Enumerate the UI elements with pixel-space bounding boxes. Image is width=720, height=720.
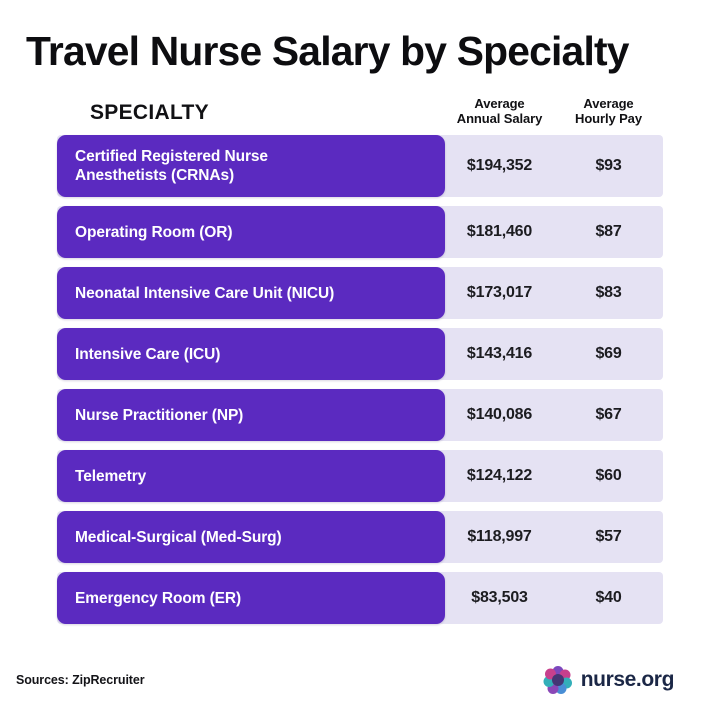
hourly-pay-cell: $60 xyxy=(595,467,622,485)
page-title: Travel Nurse Salary by Specialty xyxy=(26,28,629,74)
annual-salary-cell: $194,352 xyxy=(466,157,533,175)
specialty-pill: Medical-Surgical (Med-Surg) xyxy=(57,511,445,564)
table-row: Operating Room (OR) $181,460 $87 xyxy=(57,206,663,259)
table-row: Telemetry $124,122 $60 xyxy=(57,450,663,503)
annual-salary-cell: $140,086 xyxy=(466,406,533,424)
column-header-hourly-pay: Average Hourly Pay xyxy=(554,97,663,127)
annual-salary-cell: $118,997 xyxy=(467,528,532,546)
column-header-hourly-pay-line1: Average xyxy=(583,96,634,112)
table-body: Certified Registered Nurse Anesthetists (… xyxy=(0,135,720,625)
annual-salary-cell: $181,460 xyxy=(466,223,533,241)
specialty-label: Intensive Care (ICU) xyxy=(75,345,220,365)
specialty-pill: Nurse Practitioner (NP) xyxy=(57,389,445,442)
specialty-label: Emergency Room (ER) xyxy=(75,589,241,609)
specialty-label-line1: Operating Room (OR) xyxy=(75,223,233,241)
table-row: Intensive Care (ICU) $143,416 $69 xyxy=(57,328,663,381)
title-container: Travel Nurse Salary by Specialty xyxy=(0,0,720,73)
footer: Sources: ZipRecruiter nurse.org xyxy=(0,658,720,720)
specialty-pill: Emergency Room (ER) xyxy=(57,572,445,625)
specialty-pill: Telemetry xyxy=(57,450,445,503)
specialty-label-line1: Nurse Practitioner (NP) xyxy=(75,406,244,424)
sources-label: Sources: ZipRecruiter xyxy=(16,673,145,687)
table-row: Emergency Room (ER) $83,503 $40 xyxy=(57,572,663,625)
nurse-org-logo-text: nurse.org xyxy=(580,668,675,691)
specialty-label-line2: Anesthetists (CRNAs) xyxy=(75,167,235,185)
specialty-label: Certified Registered Nurse Anesthetists (… xyxy=(75,147,268,186)
annual-salary-cell: $83,503 xyxy=(471,589,528,607)
hourly-pay-cell: $67 xyxy=(595,406,622,424)
column-header-specialty: SPECIALTY xyxy=(90,101,209,125)
specialty-label-line1: Medical-Surgical (Med-Surg) xyxy=(75,528,282,546)
column-header-annual-salary-line2: Annual Salary xyxy=(456,110,543,126)
column-header-annual-salary-line1: Average xyxy=(474,96,525,112)
table-row: Neonatal Intensive Care Unit (NICU) $173,… xyxy=(57,267,663,320)
nurse-org-flower-logo-icon xyxy=(543,665,573,695)
specialty-label: Neonatal Intensive Care Unit (NICU) xyxy=(75,284,334,304)
specialty-label: Medical-Surgical (Med-Surg) xyxy=(75,528,282,548)
hourly-pay-cell: $57 xyxy=(595,528,622,546)
table-row: Nurse Practitioner (NP) $140,086 $67 xyxy=(57,389,663,442)
column-header-hourly-pay-line2: Hourly Pay xyxy=(575,110,642,126)
hourly-pay-cell: $83 xyxy=(595,284,622,302)
column-header-annual-salary: Average Annual Salary xyxy=(445,97,554,127)
specialty-pill: Certified Registered Nurse Anesthetists (… xyxy=(57,135,445,198)
specialty-label-line1: Emergency Room (ER) xyxy=(75,589,242,607)
annual-salary-cell: $124,122 xyxy=(466,467,533,485)
hourly-pay-cell: $93 xyxy=(595,157,622,175)
specialty-label-line1: Telemetry xyxy=(75,467,147,485)
specialty-label: Nurse Practitioner (NP) xyxy=(75,406,243,426)
hourly-pay-cell: $69 xyxy=(595,345,622,363)
specialty-label-line1: Neonatal Intensive Care Unit (NICU) xyxy=(75,284,335,302)
table-header-row: SPECIALTY Average Annual Salary Average … xyxy=(0,73,720,135)
specialty-pill: Operating Room (OR) xyxy=(57,206,445,259)
annual-salary-cell: $173,017 xyxy=(466,284,533,302)
hourly-pay-cell: $40 xyxy=(595,589,622,607)
specialty-label-line1: Intensive Care (ICU) xyxy=(75,345,221,363)
nurse-org-logo[interactable]: nurse.org xyxy=(543,665,706,695)
hourly-pay-cell: $87 xyxy=(595,223,622,241)
specialty-label: Operating Room (OR) xyxy=(75,223,233,243)
table-row: Certified Registered Nurse Anesthetists (… xyxy=(57,135,663,198)
specialty-label: Telemetry xyxy=(75,467,146,487)
specialty-label-line1: Certified Registered Nurse xyxy=(75,147,268,165)
specialty-pill: Neonatal Intensive Care Unit (NICU) xyxy=(57,267,445,320)
specialty-pill: Intensive Care (ICU) xyxy=(57,328,445,381)
annual-salary-cell: $143,416 xyxy=(466,345,533,363)
table-row: Medical-Surgical (Med-Surg) $118,997 $57 xyxy=(57,511,663,564)
